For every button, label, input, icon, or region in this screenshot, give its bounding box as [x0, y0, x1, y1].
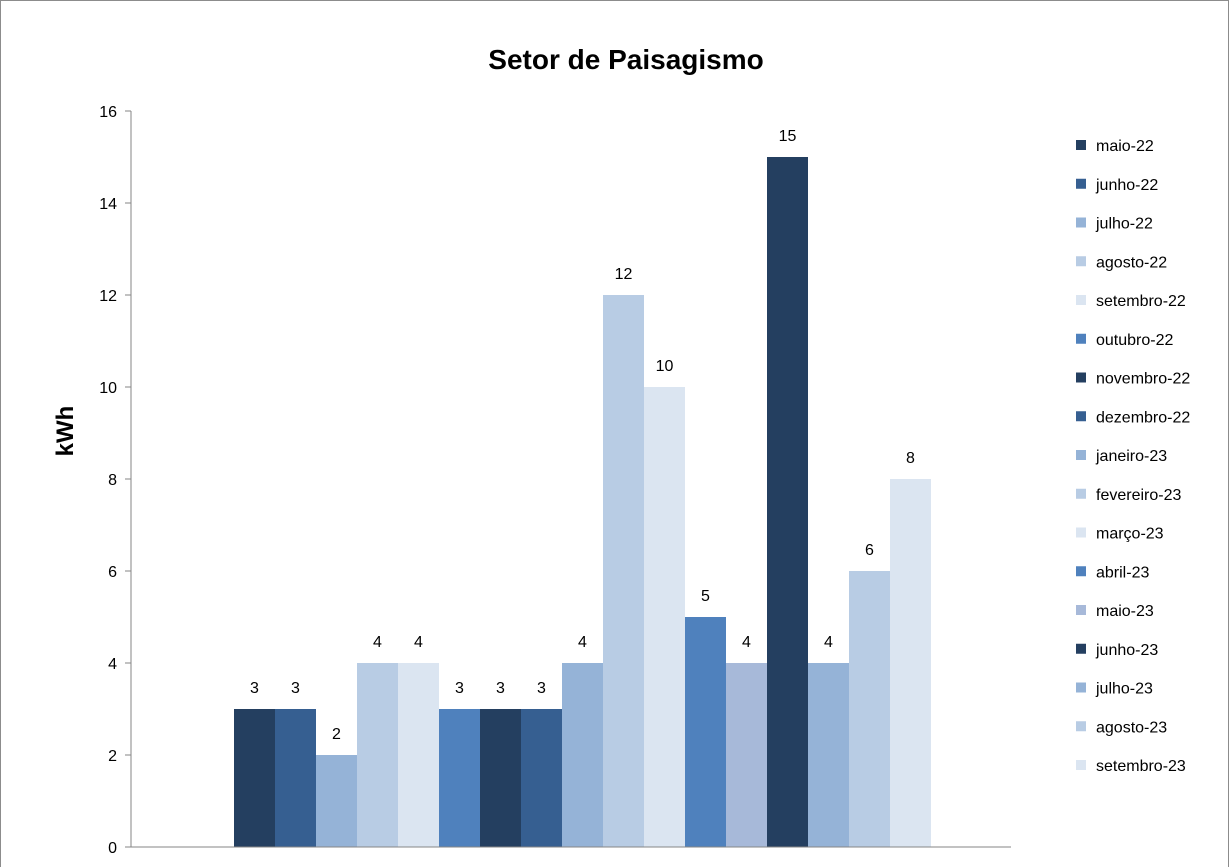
legend: maio-22 junho-22 julho-22 agosto-22 setembro…: [1076, 138, 1190, 775]
legend-label-agosto-23: agosto-23: [1096, 719, 1167, 736]
data-label-abril-23: 5: [701, 588, 710, 605]
legend-swatch-outubro-22: [1076, 333, 1086, 344]
legend-swatch-janeiro-23: [1076, 450, 1086, 460]
data-label-dezembro-22: 3: [537, 680, 546, 697]
legend-swatch-agosto-22: [1076, 256, 1086, 267]
bar-group: [234, 157, 931, 847]
bar-março-23: [644, 387, 685, 847]
data-label-maio-22: 3: [250, 680, 259, 697]
legend-swatch-junho-22: [1076, 178, 1086, 189]
data-label-agosto-23: 6: [865, 542, 874, 559]
y-tick-label: 12: [99, 288, 117, 305]
bar-julho-23: [808, 663, 849, 847]
data-label-junho-23: 15: [779, 128, 797, 145]
data-label-junho-22: 3: [291, 680, 300, 697]
bar-agosto-22: [357, 663, 398, 847]
data-label-julho-22: 2: [332, 726, 341, 743]
legend-swatch-maio-22: [1076, 140, 1086, 150]
bar-setembro-23: [890, 479, 931, 847]
legend-label-setembro-22: setembro-22: [1096, 293, 1186, 310]
legend-label-dezembro-22: dezembro-22: [1096, 409, 1190, 426]
data-label-setembro-23: 8: [906, 450, 915, 467]
data-labels: 3 3 2 4 4 3 3 3 4 12 10 5 4 15 4 6 8: [250, 128, 915, 743]
legend-label-junho-22: junho-22: [1095, 177, 1158, 194]
bar-janeiro-23: [562, 663, 603, 847]
bar-maio-23: [726, 663, 767, 847]
legend-label-setembro-23: setembro-23: [1096, 758, 1186, 775]
y-tick-label: 6: [108, 564, 117, 581]
bar-novembro-22: [480, 709, 521, 847]
bar-fevereiro-23: [603, 295, 644, 847]
legend-swatch-agosto-23: [1076, 721, 1086, 732]
chart-title: Setor de Paisagismo: [488, 44, 763, 75]
legend-label-maio-22: maio-22: [1096, 138, 1154, 155]
legend-swatch-setembro-22: [1076, 295, 1086, 305]
y-tick-label: 2: [108, 748, 117, 765]
y-tick-label: 16: [99, 104, 117, 121]
legend-swatch-maio-23: [1076, 605, 1086, 615]
bar-agosto-23: [849, 571, 890, 847]
legend-swatch-setembro-23: [1076, 760, 1086, 770]
data-label-novembro-22: 3: [496, 680, 505, 697]
y-tick-label: 4: [108, 656, 117, 673]
legend-label-fevereiro-23: fevereiro-23: [1096, 487, 1181, 504]
data-label-maio-23: 4: [742, 634, 751, 651]
legend-label-agosto-22: agosto-22: [1096, 254, 1167, 271]
y-tick-label: 0: [108, 840, 117, 857]
data-label-janeiro-23: 4: [578, 634, 587, 651]
axes: [130, 111, 1011, 848]
legend-label-julho-22: julho-22: [1095, 216, 1153, 233]
data-label-outubro-22: 3: [455, 680, 464, 697]
legend-swatch-dezembro-22: [1076, 411, 1086, 422]
data-label-agosto-22: 4: [373, 634, 382, 651]
legend-swatch-julho-23: [1076, 682, 1086, 693]
data-label-fevereiro-23: 12: [615, 266, 633, 283]
bar-setembro-22: [398, 663, 439, 847]
legend-label-junho-23: junho-23: [1095, 642, 1158, 659]
y-axis-title: kWh: [52, 406, 79, 457]
legend-swatch-abril-23: [1076, 566, 1086, 577]
bar-julho-22: [316, 755, 357, 847]
legend-swatch-março-23: [1076, 527, 1086, 538]
bar-maio-22: [234, 709, 275, 847]
bar-outubro-22: [439, 709, 480, 847]
legend-label-julho-23: julho-23: [1095, 681, 1153, 698]
data-label-setembro-22: 4: [414, 634, 423, 651]
bar-junho-23: [767, 157, 808, 847]
legend-swatch-junho-23: [1076, 643, 1086, 654]
legend-label-março-23: março-23: [1096, 526, 1164, 543]
bar-abril-23: [685, 617, 726, 847]
bar-dezembro-22: [521, 709, 562, 847]
legend-swatch-fevereiro-23: [1076, 488, 1086, 499]
y-axis-ticks: 0 2 4 6 8 10 12 14 16: [99, 104, 131, 857]
data-label-julho-23: 4: [824, 634, 833, 651]
legend-label-outubro-22: outubro-22: [1096, 332, 1173, 349]
legend-label-novembro-22: novembro-22: [1096, 371, 1190, 388]
y-tick-label: 14: [99, 196, 117, 213]
legend-label-abril-23: abril-23: [1096, 564, 1149, 581]
legend-swatch-novembro-22: [1076, 372, 1086, 383]
legend-label-maio-23: maio-23: [1096, 603, 1154, 620]
y-tick-label: 8: [108, 472, 117, 489]
bar-junho-22: [275, 709, 316, 847]
legend-label-janeiro-23: janeiro-23: [1095, 448, 1167, 465]
data-label-março-23: 10: [656, 358, 674, 375]
legend-swatch-julho-22: [1076, 217, 1086, 228]
y-tick-label: 10: [99, 380, 117, 397]
